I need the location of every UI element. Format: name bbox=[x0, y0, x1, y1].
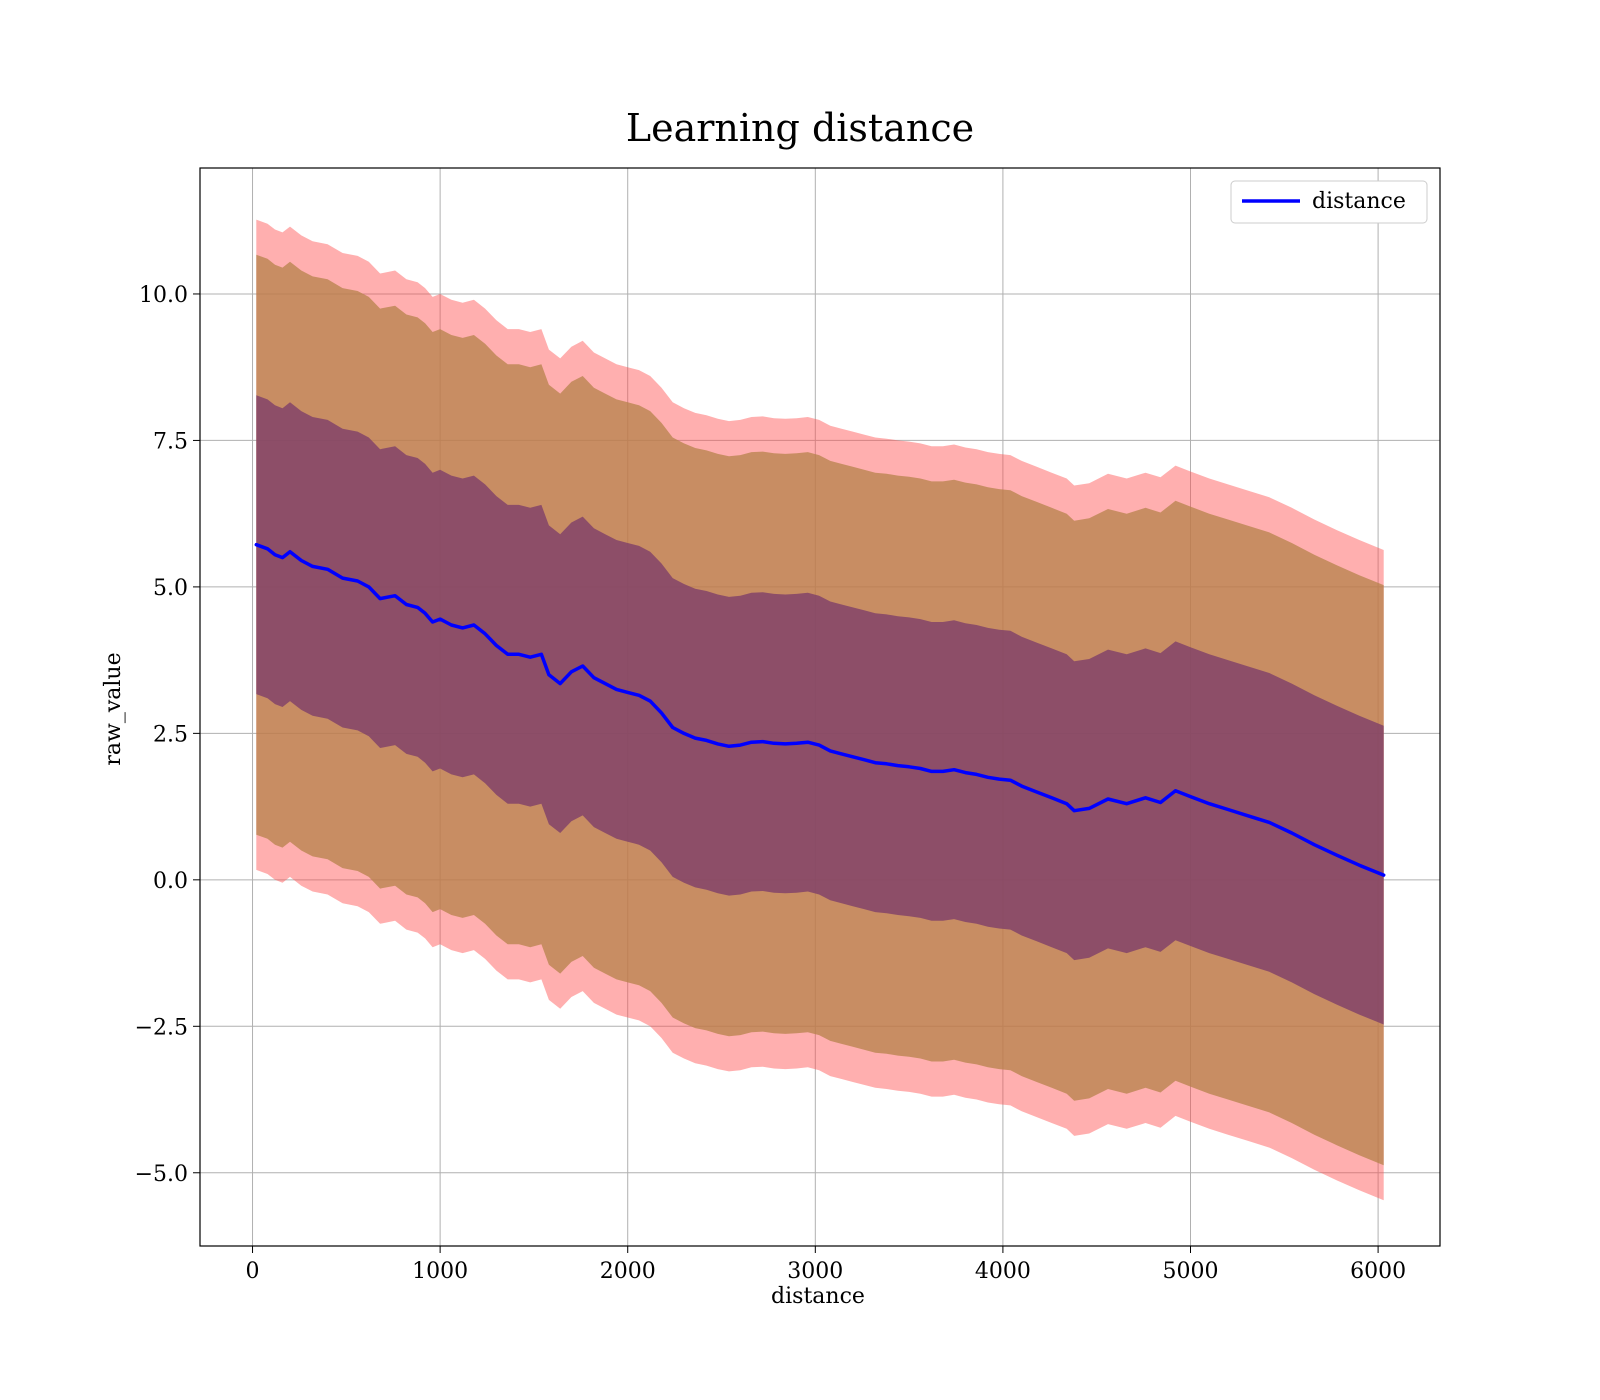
legend-box bbox=[1230, 180, 1428, 224]
y-tick-label: 2.5 bbox=[153, 722, 188, 747]
distance-line bbox=[254, 542, 1386, 877]
confidence-bands bbox=[256, 219, 1384, 1201]
x-tick-label: 4000 bbox=[975, 1259, 1031, 1284]
y-tick-label: −2.5 bbox=[135, 1015, 188, 1040]
chart-title: Learning distance bbox=[626, 106, 974, 150]
x-tick-label: 6000 bbox=[1350, 1259, 1406, 1284]
y-tick-label: 0.0 bbox=[153, 869, 188, 894]
y-axis-ticks: −5.0 −2.5 0.0 2.5 5.0 7.5 10.0 bbox=[135, 283, 200, 1187]
legend: distance bbox=[1230, 180, 1428, 224]
y-axis-title: raw_value bbox=[101, 652, 126, 765]
x-tick-label: 0 bbox=[246, 1259, 260, 1284]
plot-area-frame bbox=[199, 167, 1441, 1247]
x-axis-title: distance bbox=[771, 1284, 865, 1309]
legend-label-distance: distance bbox=[1312, 189, 1406, 214]
x-tick-label: 5000 bbox=[1162, 1259, 1218, 1284]
x-tick-label: 2000 bbox=[600, 1259, 656, 1284]
x-tick-label: 3000 bbox=[787, 1259, 843, 1284]
distance-series bbox=[254, 542, 1386, 877]
band-inner bbox=[256, 395, 1384, 1025]
x-axis-ticks: 0 1000 2000 3000 4000 5000 6000 bbox=[246, 1246, 1406, 1284]
y-tick-label: 10.0 bbox=[139, 283, 188, 308]
y-tick-label: 7.5 bbox=[153, 429, 188, 454]
y-tick-label: −5.0 bbox=[135, 1162, 188, 1187]
y-tick-label: 5.0 bbox=[153, 576, 188, 601]
x-tick-label: 1000 bbox=[412, 1259, 468, 1284]
